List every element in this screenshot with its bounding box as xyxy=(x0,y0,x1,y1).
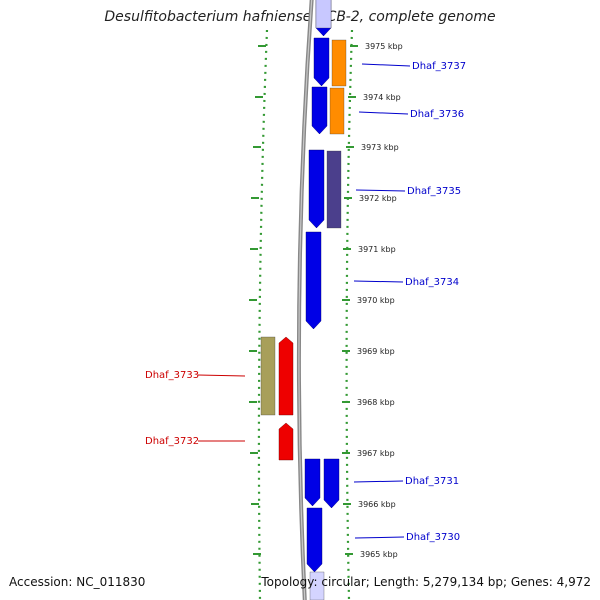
gene-label: Dhaf_3734 xyxy=(405,277,459,288)
gene-arrow-forward-top-shadow xyxy=(315,0,332,29)
gene-arrow-dhaf3731-b xyxy=(323,458,340,509)
gene-arrow-dhaf3734 xyxy=(305,231,322,330)
partner-box-dhaf3736 xyxy=(329,87,345,135)
kbp-tick-label: 3968 kbp xyxy=(357,398,395,407)
gene-label-leader xyxy=(353,480,404,483)
ruler-left xyxy=(257,29,269,600)
kbp-tick-label: 3973 kbp xyxy=(361,143,399,152)
gene-label-leader xyxy=(354,536,405,539)
gene-label: Dhaf_3731 xyxy=(405,476,459,487)
gene-arrow-dhaf3737 xyxy=(313,37,330,87)
gene-label-leader xyxy=(197,374,246,377)
gene-label: Dhaf_3730 xyxy=(406,532,460,543)
gene-label: Dhaf_3733 xyxy=(145,370,199,381)
gene-arrow-dhaf3732 xyxy=(278,422,294,461)
gene-arrow-dhaf3731-a xyxy=(304,458,321,507)
gene-label-leader xyxy=(355,189,406,192)
gene-label: Dhaf_3737 xyxy=(412,61,466,72)
gene-arrow-dhaf3736 xyxy=(311,86,328,135)
kbp-tick-label: 3970 kbp xyxy=(357,296,395,305)
kbp-tick-label: 3972 kbp xyxy=(359,194,397,203)
gene-label: Dhaf_3735 xyxy=(407,186,461,197)
gene-label-leader xyxy=(353,280,404,283)
accession-text: Accession: NC_011830 xyxy=(9,575,146,589)
kbp-tick-label: 3967 kbp xyxy=(357,449,395,458)
gene-label-leader xyxy=(361,63,411,67)
kbp-tick-label: 3974 kbp xyxy=(363,93,401,102)
gene-arrow-dhaf3735 xyxy=(308,149,325,229)
gene-arrow-dhaf3730 xyxy=(306,507,323,573)
kbp-tick-label: 3966 kbp xyxy=(358,500,396,509)
gene-label-leader xyxy=(358,111,409,115)
map-title: Desulfitobacterium hafniense DCB-2, comp… xyxy=(104,9,496,25)
gene-label: Dhaf_3736 xyxy=(410,109,464,120)
gene-arrow-bottom-fade xyxy=(309,571,325,600)
gene-arrow-dhaf3733 xyxy=(278,336,294,416)
kbp-tick-label: 3971 kbp xyxy=(358,245,396,254)
gene-label: Dhaf_3732 xyxy=(145,436,199,447)
partner-box-dhaf3735 xyxy=(326,150,342,229)
kbp-tick-label: 3975 kbp xyxy=(365,42,403,51)
partner-box-dhaf3733 xyxy=(260,336,276,416)
genome-backbone-highlight xyxy=(298,0,313,600)
ruler-right xyxy=(345,29,354,600)
kbp-tick-label: 3965 kbp xyxy=(360,550,398,559)
partner-box-dhaf3737 xyxy=(331,39,347,87)
genome-summary-text: Topology: circular; Length: 5,279,134 bp… xyxy=(261,575,591,589)
kbp-tick-label: 3969 kbp xyxy=(357,347,395,356)
